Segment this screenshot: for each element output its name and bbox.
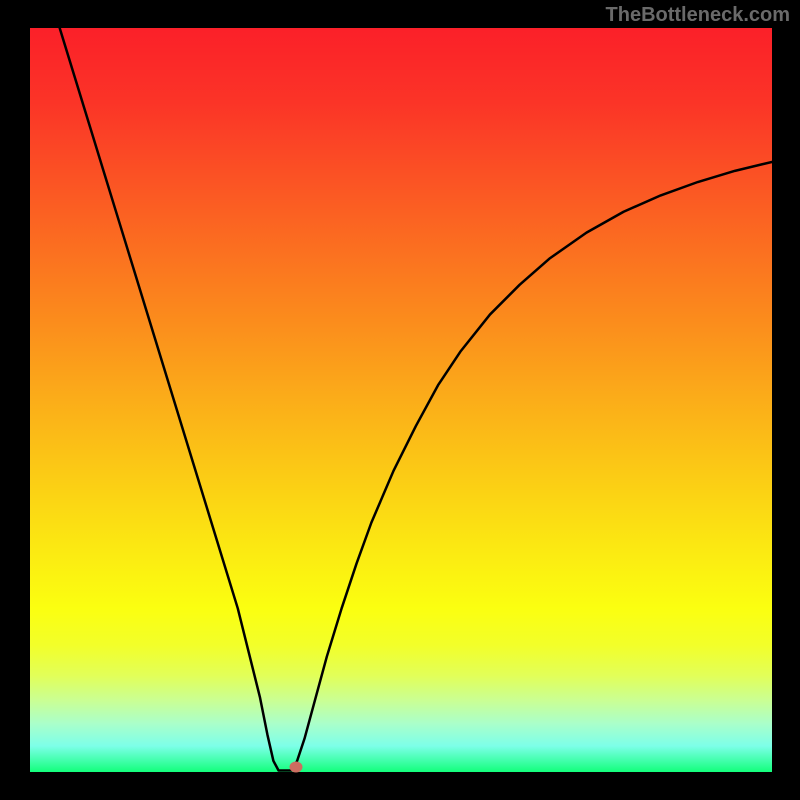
watermark-text: TheBottleneck.com bbox=[606, 4, 790, 27]
optimal-point-marker bbox=[289, 761, 302, 772]
chart-plot-area bbox=[30, 28, 772, 772]
chart-curve-svg bbox=[30, 28, 772, 772]
bottleneck-curve bbox=[60, 28, 772, 771]
